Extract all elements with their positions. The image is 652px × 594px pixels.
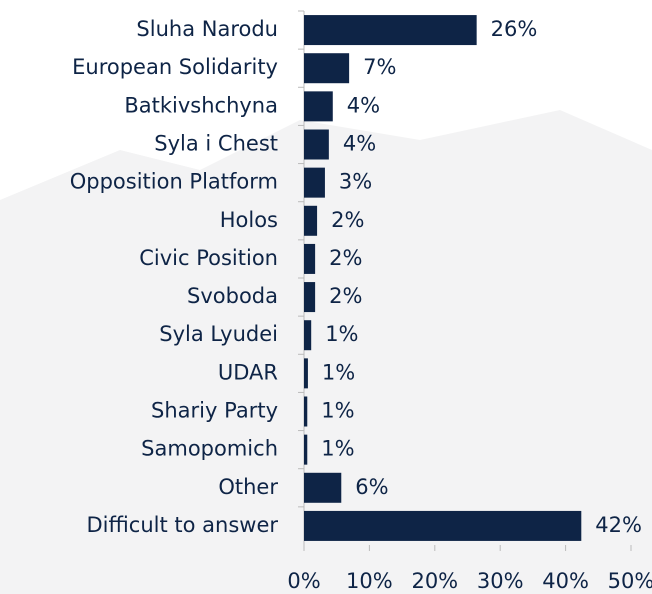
value-label: 4% [343,132,376,156]
y-tick-label: Syla Lyudei [159,322,278,346]
y-tick-label: Civic Position [139,246,278,270]
value-label: 4% [347,93,380,117]
y-tick-label: Batkivshchyna [124,93,278,117]
y-tick-label: Samopomich [141,437,278,461]
bar [304,205,318,236]
bar [304,129,329,160]
bar [304,396,308,427]
bar [304,167,325,198]
value-label: 1% [321,437,354,461]
bar [304,243,316,274]
bar [304,510,582,541]
x-tick-label: 30% [477,569,524,593]
value-label: 1% [322,360,355,384]
y-tick-label: Holos [220,208,278,232]
x-tick-label: 40% [542,569,589,593]
bar [304,472,342,503]
y-tick-label: Other [218,475,278,499]
value-label: 3% [339,170,372,194]
x-tick-label: 50% [608,569,652,593]
value-label: 26% [491,17,538,41]
value-label: 1% [325,322,358,346]
y-tick-label: Sluha Narodu [136,17,278,41]
y-tick-label: Shariy Party [151,399,278,423]
bar [304,320,312,351]
map-background [0,110,652,594]
y-tick-label: Syla i Chest [154,132,278,156]
bar [304,282,316,313]
value-label: 2% [331,208,364,232]
x-tick-label: 20% [411,569,458,593]
value-label: 2% [329,246,362,270]
value-label: 6% [355,475,388,499]
x-tick-label: 0% [287,569,320,593]
y-tick-label: UDAR [218,360,278,384]
y-tick-label: Svoboda [187,284,278,308]
bar [304,15,477,46]
bar [304,91,333,122]
y-tick-label: Opposition Platform [70,170,278,194]
value-label: 42% [595,513,642,537]
x-tick-label: 10% [346,569,393,593]
bar [304,434,308,465]
value-label: 1% [321,399,354,423]
value-label: 2% [329,284,362,308]
value-label: 7% [363,55,396,79]
bar [304,358,308,389]
y-tick-label: Difficult to answer [86,513,278,537]
bar [304,53,350,84]
y-tick-label: European Solidarity [72,55,278,79]
